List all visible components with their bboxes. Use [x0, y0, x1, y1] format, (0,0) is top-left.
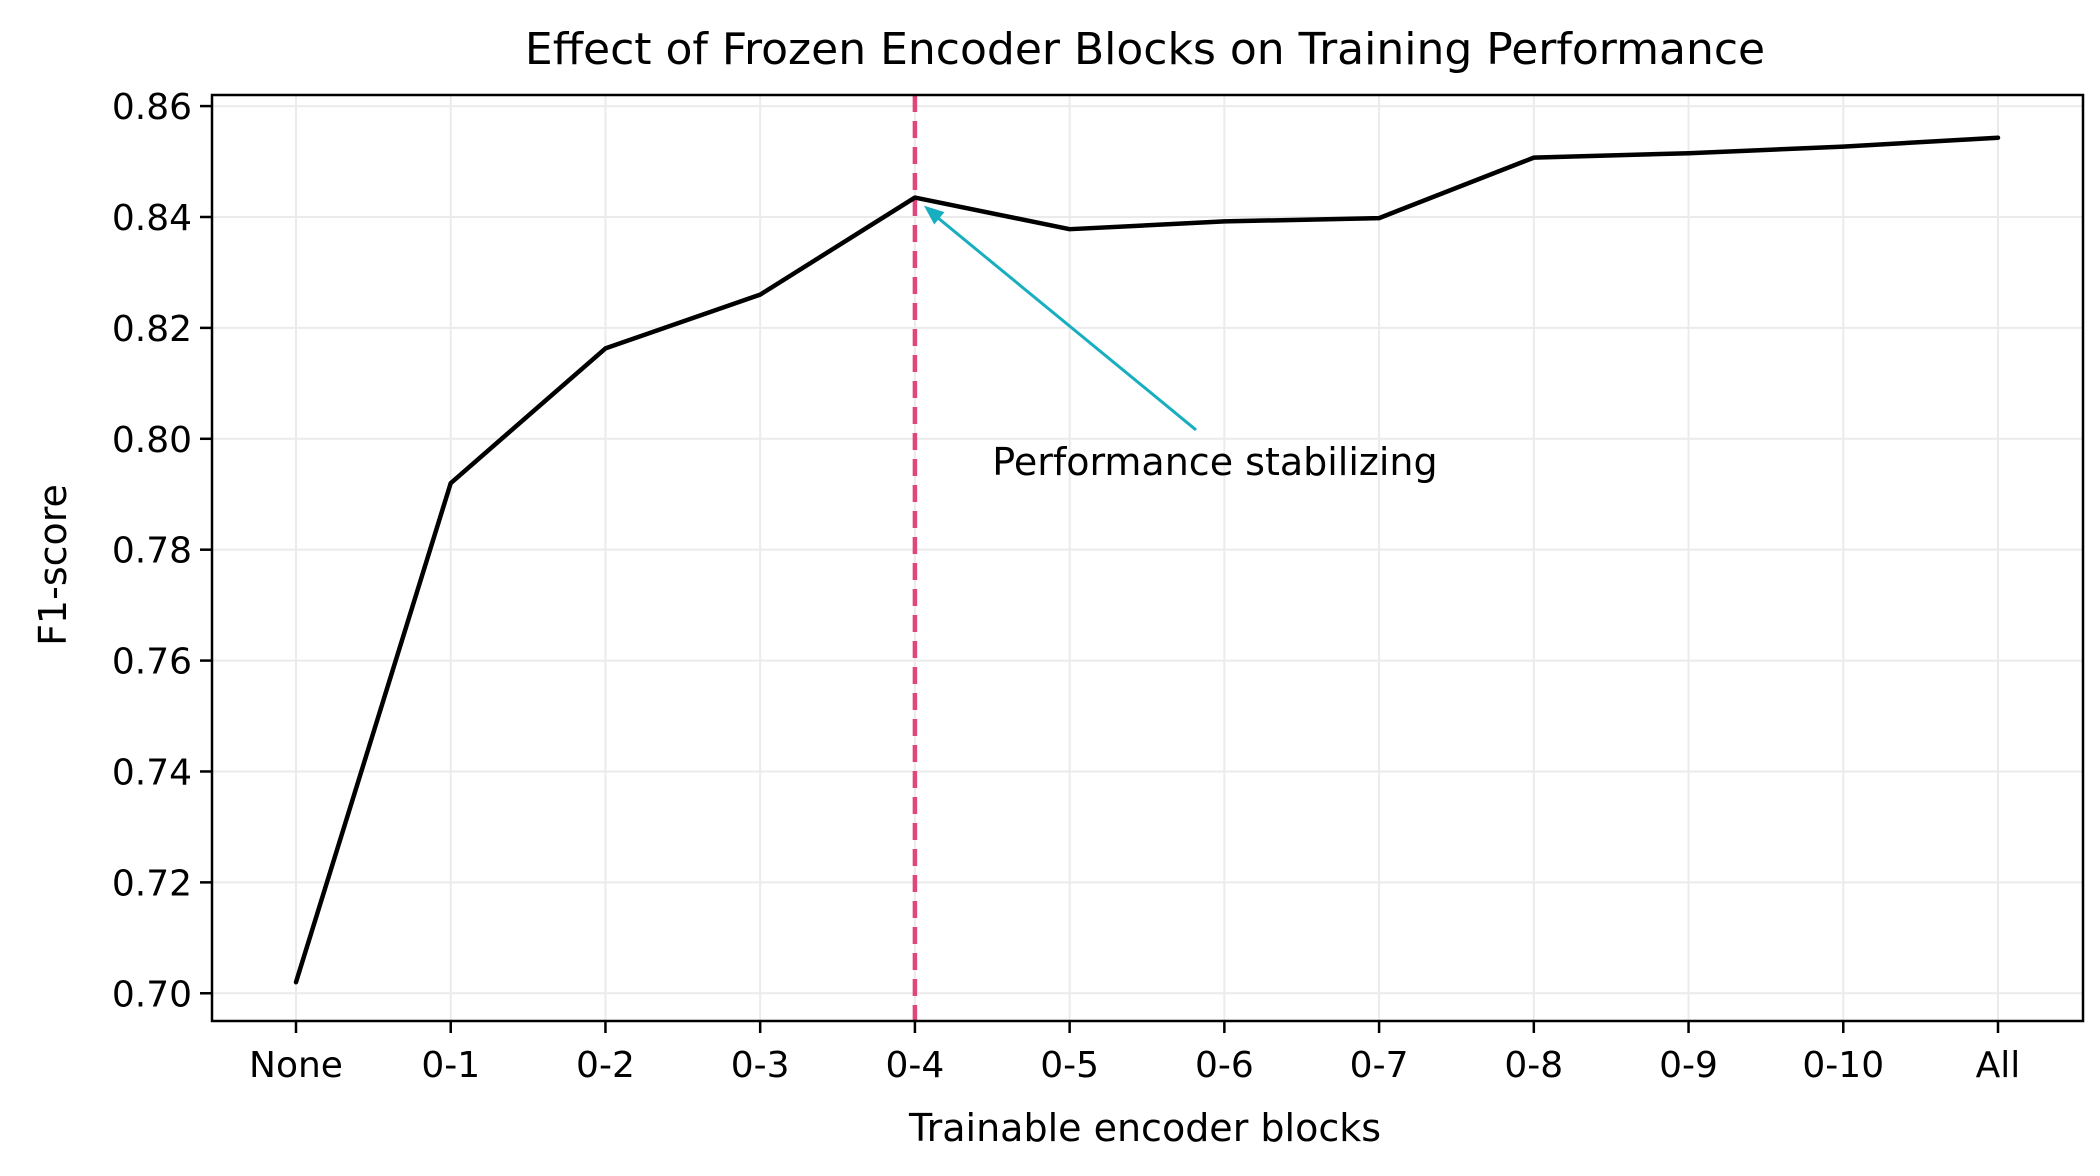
- x-tick-label: All: [1976, 1045, 2021, 1086]
- series-line: [293, 135, 2001, 985]
- y-tick-label: 0.78: [112, 531, 192, 572]
- y-tick-label: 0.82: [112, 309, 192, 350]
- y-axis-label: F1-score: [31, 484, 75, 646]
- annotation-arrow-head: [923, 205, 945, 225]
- x-tick-label: 0-3: [731, 1045, 790, 1086]
- x-tick-label: 0-5: [1040, 1045, 1099, 1086]
- y-tick-label: 0.84: [112, 198, 192, 239]
- annotation-text: Performance stabilizing: [992, 440, 1437, 484]
- y-tick-label: 0.72: [112, 863, 192, 904]
- y-tick-label: 0.80: [112, 420, 192, 461]
- x-tick-label: 0-2: [576, 1045, 635, 1086]
- x-tick-label: 0-8: [1504, 1045, 1563, 1086]
- x-tick-label: 0-7: [1350, 1045, 1409, 1086]
- x-tick-label: 0-9: [1659, 1045, 1718, 1086]
- annotation-arrow: [932, 213, 1197, 432]
- y-tick-label: 0.86: [112, 87, 192, 128]
- plot-frame: [210, 93, 2085, 1023]
- x-tick-label: 0-1: [421, 1045, 480, 1086]
- x-axis-label: Trainable encoder blocks: [908, 1106, 1381, 1150]
- y-ticks: 0.70 0.72 0.74 0.76 0.78 0.80 0.82 0.84 0.86: [112, 87, 212, 1015]
- x-tick-label: 0-6: [1195, 1045, 1254, 1086]
- annotation-group: Performance stabilizing: [923, 205, 1438, 484]
- y-tick-label: 0.70: [112, 974, 192, 1015]
- grid: [212, 95, 2083, 1021]
- x-tick-label: 0-10: [1802, 1045, 1884, 1086]
- x-tick-label: None: [249, 1045, 343, 1086]
- series-group: [293, 135, 2001, 985]
- axes: [210, 93, 2085, 1023]
- x-tick-label: 0-4: [886, 1045, 945, 1086]
- y-tick-label: 0.76: [112, 642, 192, 683]
- x-ticks: None 0-1 0-2 0-3 0-4 0-5 0-6 0-7 0-8 0-9 0-10 All: [249, 1021, 2020, 1086]
- chart-title: Effect of Frozen Encoder Blocks on Train…: [525, 24, 1765, 75]
- y-tick-label: 0.74: [112, 752, 192, 793]
